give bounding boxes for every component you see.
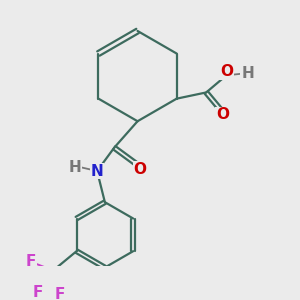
Text: O: O (220, 64, 233, 79)
Text: H: H (241, 66, 254, 81)
Text: F: F (33, 285, 44, 300)
Text: O: O (134, 162, 146, 177)
Text: O: O (216, 107, 229, 122)
Text: H: H (68, 160, 81, 175)
Text: F: F (55, 287, 65, 300)
Text: F: F (26, 254, 36, 269)
Text: N: N (91, 164, 103, 178)
